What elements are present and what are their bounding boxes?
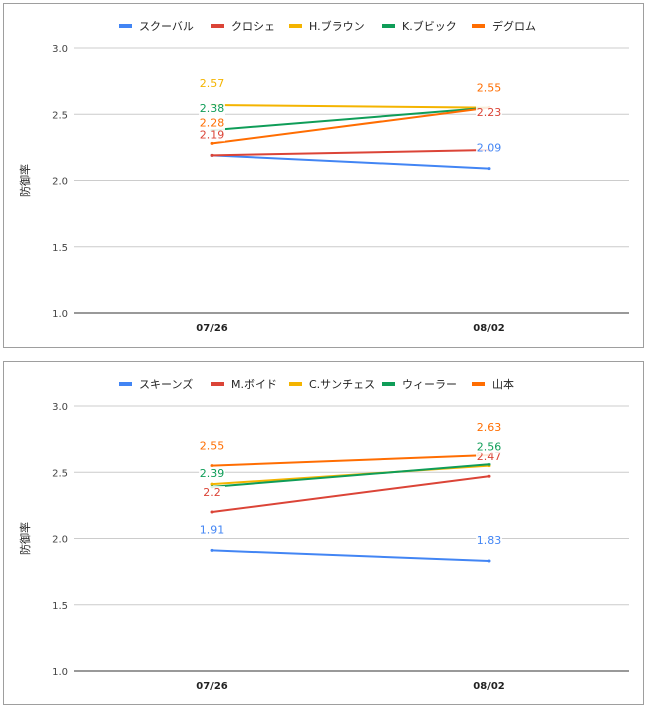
x-tick-label: 07/26 bbox=[196, 323, 228, 334]
data-label: 2.39 bbox=[200, 467, 225, 480]
legend-label-1: スキーンズ bbox=[139, 377, 193, 391]
legend-swatch-4 bbox=[382, 382, 395, 386]
data-label: 2.55 bbox=[477, 82, 502, 95]
data-label: 2.2 bbox=[203, 486, 221, 499]
data-label: 1.83 bbox=[477, 534, 502, 547]
y-tick-label: 2.5 bbox=[52, 110, 68, 121]
data-label: 2.56 bbox=[477, 440, 502, 453]
y-tick-label: 1.5 bbox=[52, 601, 68, 612]
data-label-bg bbox=[199, 128, 225, 142]
legend-label-5: 山本 bbox=[492, 377, 514, 391]
legend-label-2: M.ボイド bbox=[231, 378, 277, 391]
data-point bbox=[210, 464, 214, 468]
era-chart-1-svg: スクーバル クロシェ H.ブラウン K.ブビック デグロム 1.0 1.5 2.0 2.5 3.0… bbox=[18, 19, 629, 334]
data-label-bg bbox=[199, 102, 225, 116]
data-label-bg bbox=[476, 450, 502, 464]
legend-label-3: C.サンチェス bbox=[309, 378, 375, 391]
y-tick-label: 3.0 bbox=[52, 402, 68, 413]
data-label-bg bbox=[199, 76, 225, 90]
series-line-5 bbox=[211, 454, 490, 467]
data-point bbox=[210, 548, 214, 552]
data-point bbox=[210, 482, 214, 486]
x-tick-label: 08/02 bbox=[473, 681, 505, 692]
series-line-2 bbox=[211, 149, 490, 157]
y-tick-label: 2.5 bbox=[52, 468, 68, 479]
data-label-bg bbox=[476, 421, 502, 435]
data-label-bg bbox=[199, 523, 225, 537]
data-label: 2.19 bbox=[200, 128, 225, 141]
y-axis-label: 防御率 bbox=[18, 164, 32, 197]
data-point bbox=[487, 559, 491, 563]
data-label-bg bbox=[476, 440, 502, 454]
legend-swatch-1 bbox=[119, 382, 132, 386]
legend-swatch-1 bbox=[119, 24, 132, 28]
era-chart-2: スキーンズ M.ボイド C.サンチェス ウィーラー 山本 1.0 1.5 2.0 2.5 3.0 防… bbox=[3, 361, 644, 705]
data-label: 2.63 bbox=[477, 421, 502, 434]
series-line-1 bbox=[211, 154, 490, 170]
legend-label-4: K.ブビック bbox=[402, 19, 457, 33]
y-tick-label: 1.0 bbox=[52, 667, 68, 678]
legend-swatch-2 bbox=[211, 382, 224, 386]
legend-swatch-2 bbox=[211, 24, 224, 28]
legend-label-1: スクーバル bbox=[139, 20, 194, 33]
y-tick-label: 1.0 bbox=[52, 309, 68, 320]
data-point bbox=[210, 510, 214, 514]
era-chart-1: スクーバル クロシェ H.ブラウン K.ブビック デグロム 1.0 1.5 2.0 2.5 3.0… bbox=[3, 3, 644, 348]
data-label: 2.55 bbox=[200, 440, 225, 453]
series-line-1 bbox=[211, 549, 490, 563]
legend-swatch-5 bbox=[472, 24, 485, 28]
data-point bbox=[487, 474, 491, 478]
data-label-bg bbox=[476, 81, 502, 95]
era-chart-2-svg: スキーンズ M.ボイド C.サンチェス ウィーラー 山本 1.0 1.5 2.0 2.5 3.0 防… bbox=[18, 377, 629, 692]
data-point bbox=[487, 462, 491, 466]
data-label: 2.38 bbox=[200, 102, 225, 115]
series-line-5 bbox=[211, 106, 490, 145]
data-label: 2.47 bbox=[477, 450, 502, 463]
data-label-bg bbox=[199, 466, 225, 480]
y-tick-label: 3.0 bbox=[52, 44, 68, 55]
data-label: 2.23 bbox=[477, 106, 502, 119]
data-label: 2.09 bbox=[477, 142, 502, 155]
data-label-bg bbox=[199, 116, 225, 130]
y-tick-label: 2.0 bbox=[52, 177, 68, 188]
legend-label-2: クロシェ bbox=[231, 20, 275, 33]
data-label-bg bbox=[476, 141, 502, 155]
data-point bbox=[210, 141, 214, 145]
data-label-bg bbox=[476, 106, 502, 120]
series-line-4 bbox=[211, 106, 490, 132]
legend-label-5: デグロム bbox=[492, 19, 536, 33]
data-label-bg bbox=[199, 486, 225, 499]
data-label: 2.28 bbox=[200, 116, 225, 129]
series-line-2 bbox=[211, 475, 490, 513]
data-point bbox=[210, 153, 214, 157]
data-label-bg bbox=[199, 439, 225, 453]
x-tick-label: 08/02 bbox=[473, 323, 505, 334]
y-tick-label: 2.0 bbox=[52, 535, 68, 546]
data-label: 2.57 bbox=[200, 77, 225, 90]
legend-label-4: ウィーラー bbox=[402, 378, 457, 391]
y-tick-label: 1.5 bbox=[52, 243, 68, 254]
data-point bbox=[487, 167, 491, 171]
data-label: 1.91 bbox=[200, 523, 225, 536]
legend-swatch-4 bbox=[382, 24, 395, 28]
series-line-4 bbox=[211, 463, 490, 488]
legend-label-3: H.ブラウン bbox=[309, 19, 365, 33]
x-tick-label: 07/26 bbox=[196, 681, 228, 692]
legend-swatch-3 bbox=[289, 24, 302, 28]
legend-swatch-5 bbox=[472, 382, 485, 386]
series-line-3 bbox=[211, 103, 490, 109]
data-label-bg bbox=[476, 534, 502, 548]
y-axis-label: 防御率 bbox=[18, 522, 32, 555]
legend-swatch-3 bbox=[289, 382, 302, 386]
